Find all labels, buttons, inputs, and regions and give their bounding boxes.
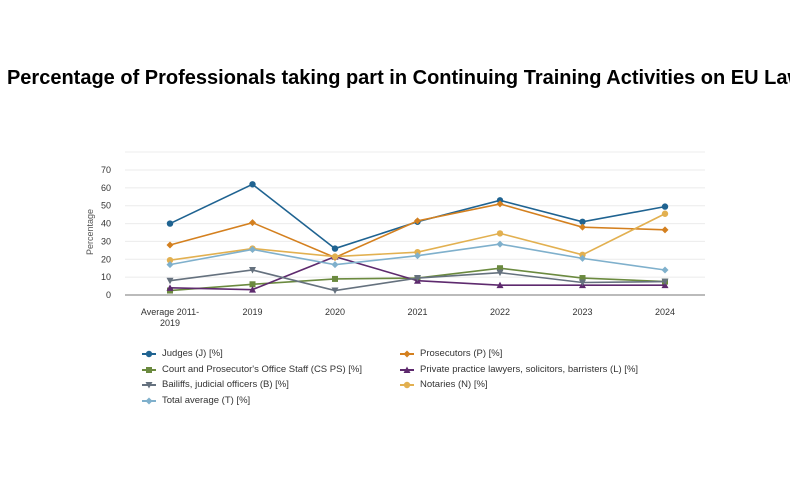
data-point[interactable] <box>661 210 669 217</box>
series-4 <box>166 267 669 295</box>
x-tick-label: 2023 <box>572 307 592 317</box>
legend-marker[interactable] <box>403 350 411 357</box>
data-point[interactable] <box>166 261 174 269</box>
data-point[interactable] <box>332 275 338 282</box>
data-point[interactable] <box>166 220 174 227</box>
data-point[interactable] <box>496 281 504 289</box>
legend-item[interactable]: Total average (T) [%] <box>142 395 250 406</box>
legend-item[interactable]: Private practice lawyers, solicitors, ba… <box>400 364 638 375</box>
legend-item[interactable]: Prosecutors (P) [%] <box>400 348 502 359</box>
data-point[interactable] <box>496 197 504 204</box>
data-point[interactable] <box>249 281 256 288</box>
series-6 <box>166 240 669 274</box>
y-tick-label: 10 <box>101 272 111 282</box>
data-point[interactable] <box>414 217 421 225</box>
x-tick-label: 2024 <box>655 307 675 317</box>
legend-marker-icon <box>142 366 156 373</box>
legend-marker[interactable] <box>145 397 153 404</box>
x-tick-label: 2022 <box>490 307 510 317</box>
data-point[interactable] <box>249 219 256 227</box>
legend-item[interactable]: Notaries (N) [%] <box>400 379 488 390</box>
data-point[interactable] <box>496 240 504 248</box>
data-point[interactable] <box>166 256 174 264</box>
data-point[interactable] <box>331 253 339 260</box>
legend-label: Total average (T) [%] <box>162 395 251 406</box>
y-tick-label: 0 <box>106 290 111 300</box>
legend-marker-icon <box>400 381 414 388</box>
legend-marker-icon <box>142 350 156 357</box>
data-point[interactable] <box>661 266 669 274</box>
legend-label: Bailiffs, judicial officers (B) [%] <box>162 379 289 390</box>
y-axis-label: Percentage <box>85 209 95 255</box>
x-tick-label: 2020 <box>325 307 345 317</box>
y-tick-label: 20 <box>101 254 111 264</box>
legend-item[interactable]: Bailiffs, judicial officers (B) [%] <box>142 379 289 390</box>
data-point[interactable] <box>414 248 421 256</box>
data-point[interactable] <box>414 275 421 282</box>
data-point[interactable] <box>579 279 586 287</box>
data-point[interactable] <box>661 226 669 234</box>
data-point[interactable] <box>166 241 174 249</box>
data-point[interactable] <box>414 252 421 260</box>
data-point[interactable] <box>166 277 174 285</box>
x-tick-label: 2019 <box>242 307 262 317</box>
legend-item[interactable]: Judges (J) [%] <box>142 348 223 359</box>
legend-marker-icon <box>400 366 414 373</box>
legend-marker-icon <box>142 381 156 389</box>
data-point[interactable] <box>579 223 586 231</box>
legend-marker-icon <box>142 397 156 404</box>
x-tick-label: Average 2011-2019 <box>141 307 199 328</box>
legend-marker-icon <box>400 350 414 357</box>
data-point[interactable] <box>579 254 586 262</box>
data-point[interactable] <box>579 275 586 282</box>
legend-label: Court and Prosecutor's Office Staff (CS … <box>162 364 362 375</box>
legend-marker[interactable] <box>403 381 411 388</box>
legend-marker[interactable] <box>146 366 152 373</box>
chart-title: Percentage of Professionals taking part … <box>6 67 790 89</box>
series-line <box>169 183 666 250</box>
data-point[interactable] <box>331 261 339 269</box>
data-point[interactable] <box>496 230 504 237</box>
data-point[interactable] <box>249 245 256 253</box>
y-tick-label: 50 <box>101 201 111 211</box>
data-point[interactable] <box>496 200 504 208</box>
legend-marker[interactable] <box>145 381 153 389</box>
data-point[interactable] <box>661 203 669 210</box>
x-tick-label: 2021 <box>407 307 427 317</box>
data-point[interactable] <box>497 265 503 272</box>
data-point[interactable] <box>249 286 256 293</box>
data-point[interactable] <box>249 267 256 274</box>
data-point[interactable] <box>661 278 669 286</box>
y-tick-label: 30 <box>101 236 111 246</box>
legend-label: Private practice lawyers, solicitors, ba… <box>420 364 639 375</box>
data-point[interactable] <box>166 284 174 291</box>
legend-marker[interactable] <box>145 350 153 357</box>
legend-label: Judges (J) [%] <box>162 348 223 359</box>
data-point[interactable] <box>579 218 586 225</box>
legend-label: Notaries (N) [%] <box>420 379 488 390</box>
legend-label: Prosecutors (P) [%] <box>420 348 503 359</box>
legend-item[interactable]: Court and Prosecutor's Office Staff (CS … <box>142 364 362 375</box>
data-point[interactable] <box>579 251 586 259</box>
data-point[interactable] <box>249 181 256 188</box>
y-tick-label: 70 <box>101 165 111 175</box>
data-point[interactable] <box>331 287 339 295</box>
data-point[interactable] <box>331 245 339 252</box>
y-tick-label: 40 <box>101 219 111 229</box>
data-point[interactable] <box>496 269 504 277</box>
legend-marker[interactable] <box>403 366 411 373</box>
y-tick-label: 60 <box>101 183 111 193</box>
